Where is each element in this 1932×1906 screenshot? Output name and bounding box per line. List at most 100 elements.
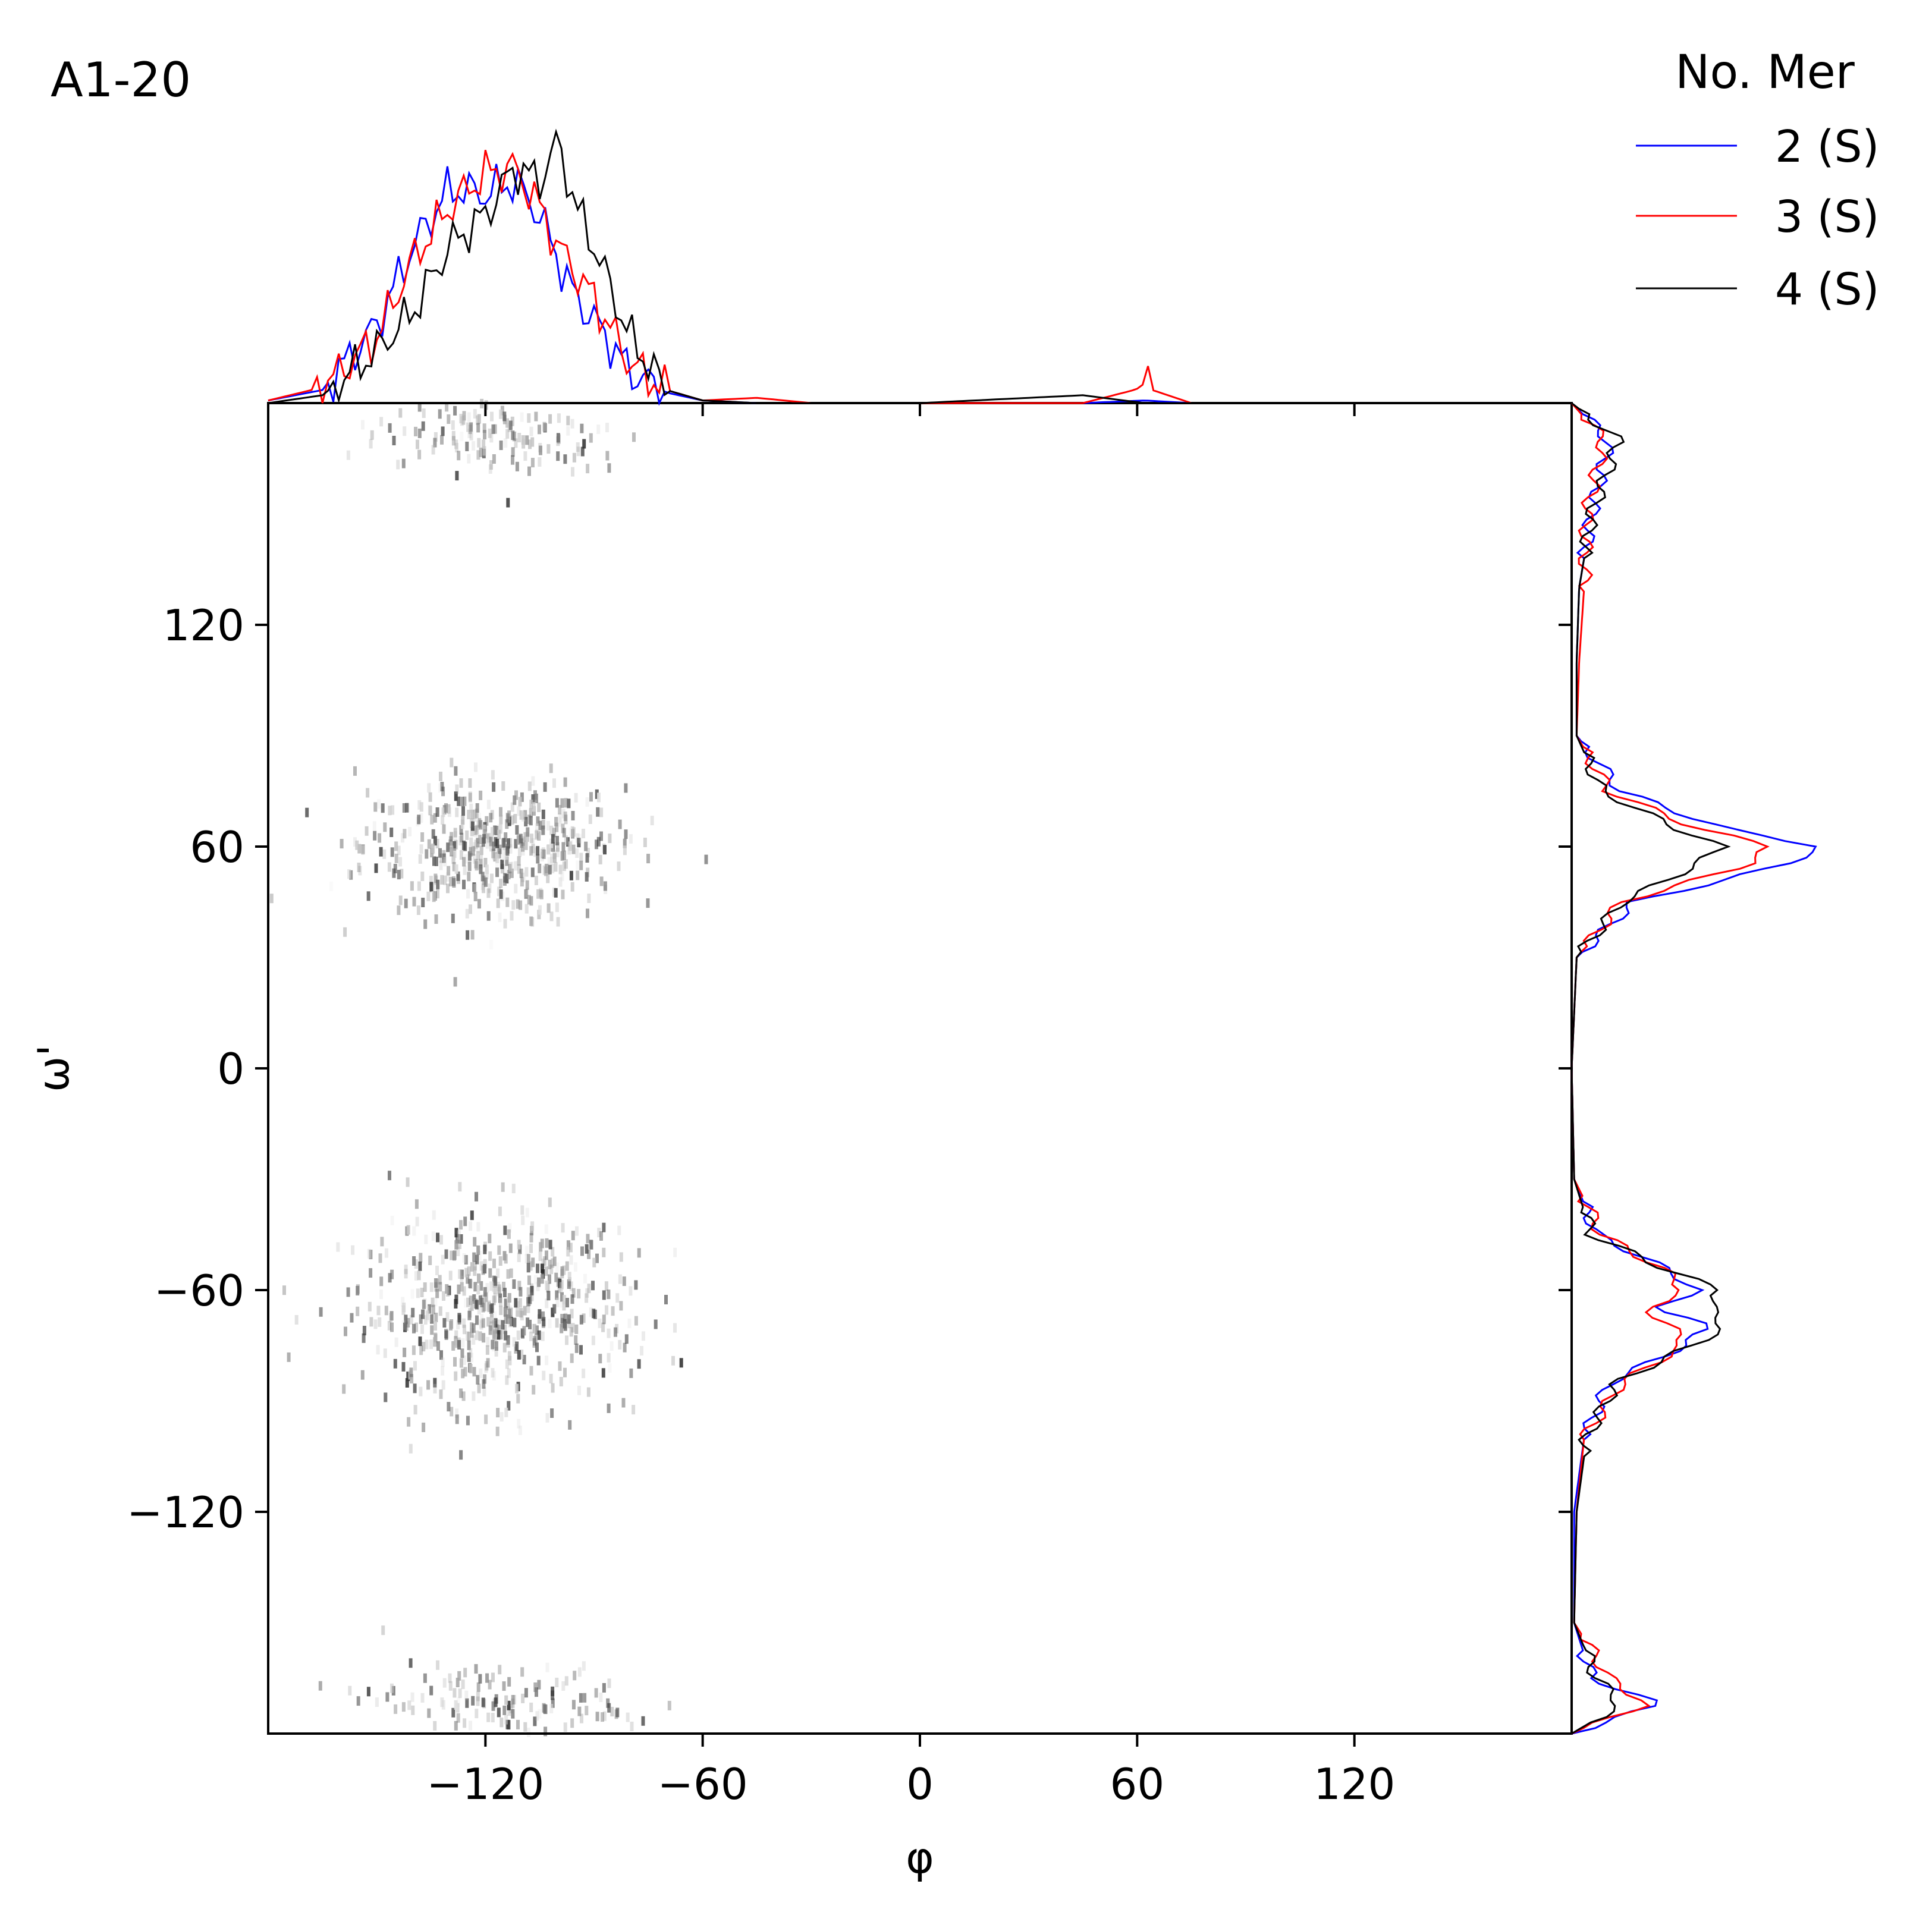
heatmap-point (375, 1697, 379, 1707)
heatmap-point (576, 442, 580, 452)
heatmap-point (473, 1282, 477, 1292)
heatmap-point (479, 820, 483, 830)
heatmap-point (593, 1309, 597, 1319)
heatmap-point (423, 1282, 427, 1292)
heatmap-point (570, 419, 574, 429)
heatmap-point (488, 464, 492, 474)
heatmap-point (495, 1324, 499, 1334)
heatmap-point (521, 1215, 525, 1225)
heatmap-point (520, 1310, 524, 1320)
heatmap-point (494, 1318, 498, 1328)
heatmap-point (510, 416, 514, 426)
heatmap-point (388, 1273, 392, 1283)
heatmap-point (434, 1278, 438, 1288)
heatmap-point (671, 1355, 675, 1366)
heatmap-point (531, 776, 535, 786)
heatmap-point (533, 1682, 538, 1692)
heatmap-point (547, 857, 551, 867)
heatmap-point (447, 866, 451, 876)
heatmap-point (535, 823, 539, 834)
heatmap-point (507, 1677, 511, 1687)
heatmap-point (517, 1350, 521, 1360)
heatmap-point (357, 844, 362, 854)
heatmap-point (507, 1720, 511, 1730)
heatmap-point (569, 870, 573, 880)
heatmap-point (413, 1361, 417, 1371)
heatmap-point (401, 1362, 406, 1372)
heatmap-point (439, 1235, 443, 1245)
heatmap-point (441, 787, 445, 797)
heatmap-point (623, 1342, 627, 1353)
heatmap-point (438, 783, 442, 793)
heatmap-point (409, 1314, 413, 1325)
heatmap-point (351, 1245, 355, 1255)
heatmap-point (451, 430, 455, 441)
heatmap-point (528, 1294, 532, 1304)
heatmap-point (574, 1324, 579, 1334)
heatmap-point (597, 1228, 601, 1238)
heatmap-point (489, 842, 493, 852)
heatmap-point (571, 827, 576, 837)
heatmap-point (502, 1681, 506, 1691)
heatmap-point (503, 873, 507, 883)
heatmap-point (595, 1253, 599, 1263)
heatmap-point (492, 850, 496, 860)
heatmap-point (505, 429, 510, 439)
heatmap-point (446, 883, 450, 894)
heatmap-point (369, 1268, 373, 1278)
heatmap-point (433, 432, 438, 442)
heatmap-point (457, 1230, 461, 1240)
heatmap-point (563, 777, 567, 787)
heatmap-point (601, 1322, 605, 1332)
heatmap-point (515, 1383, 519, 1394)
heatmap-point (602, 1683, 606, 1693)
heatmap-point (527, 466, 531, 476)
heatmap-point (599, 1231, 603, 1241)
heatmap-point (441, 815, 445, 825)
heatmap-point (422, 1342, 426, 1352)
heatmap-point (448, 1270, 453, 1281)
heatmap-point (476, 1696, 480, 1706)
heatmap-point (472, 1391, 476, 1401)
heatmap-point (500, 864, 504, 874)
heatmap-point (497, 829, 501, 839)
heatmap-point (470, 809, 475, 819)
heatmap-point (498, 1256, 502, 1266)
heatmap-point (476, 1682, 480, 1692)
heatmap-point (390, 1683, 394, 1693)
heatmap-point (530, 867, 535, 877)
heatmap-point (585, 1293, 589, 1303)
heatmap-point (514, 883, 518, 894)
heatmap-point (551, 1247, 555, 1257)
heatmap-point (482, 1333, 486, 1343)
heatmap-point (476, 1245, 480, 1255)
heatmap-point (468, 791, 472, 801)
heatmap-point (500, 1412, 504, 1422)
heatmap-point (506, 814, 510, 824)
heatmap-point (548, 1197, 552, 1207)
heatmap-point (469, 803, 473, 813)
heatmap-point (490, 1303, 494, 1313)
heatmap-point (535, 793, 538, 803)
heatmap-point (361, 845, 365, 855)
y-tick-label: 0 (217, 1044, 244, 1094)
heatmap-point (555, 1678, 559, 1687)
heatmap-point (498, 912, 502, 922)
heatmap-point (541, 1269, 545, 1279)
heatmap-point (561, 842, 566, 852)
heatmap-point (414, 1259, 418, 1269)
heatmap-point (467, 1340, 471, 1350)
heatmap-point (483, 1244, 487, 1254)
heatmap-point (596, 424, 601, 435)
heatmap-point (430, 814, 434, 825)
heatmap-point (448, 1673, 452, 1683)
heatmap-point (459, 850, 463, 860)
heatmap-point (538, 424, 541, 435)
y-tick-label: 120 (163, 600, 244, 650)
heatmap-point (549, 825, 554, 835)
heatmap-point (596, 807, 600, 817)
heatmap-point (464, 854, 468, 864)
heatmap-point (461, 1338, 465, 1348)
heatmap-point (474, 858, 478, 869)
heatmap-point (504, 1407, 508, 1417)
